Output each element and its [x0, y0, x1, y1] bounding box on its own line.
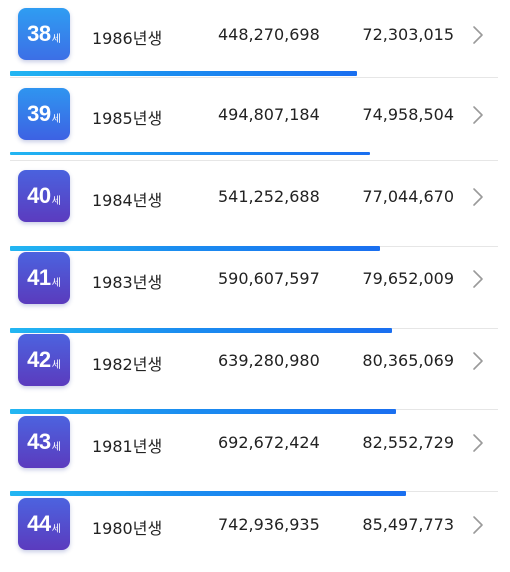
- total-amount: 639,280,980: [218, 351, 320, 370]
- total-amount: 742,936,935: [218, 515, 320, 534]
- age-number: 44: [27, 511, 51, 536]
- age-badge: 40 세: [18, 170, 70, 222]
- chevron-right-icon[interactable]: [470, 269, 486, 289]
- list-item[interactable]: 41 세 1983년생 590,607,597 79,652,009: [0, 244, 510, 326]
- age-number: 38: [27, 21, 51, 46]
- age-number: 42: [27, 347, 51, 372]
- list-item[interactable]: 40 세 1984년생 541,252,688 77,044,670: [0, 162, 510, 244]
- age-unit: 세: [51, 114, 61, 125]
- total-amount: 448,270,698: [218, 25, 320, 44]
- list-item[interactable]: 39 세 1985년생 494,807,184 74,958,504: [0, 80, 510, 162]
- average-amount: 82,552,729: [362, 433, 454, 452]
- chevron-right-icon[interactable]: [470, 433, 486, 453]
- age-unit: 세: [51, 360, 61, 371]
- age-badge: 42 세: [18, 334, 70, 386]
- list-item[interactable]: 38 세 1986년생 448,270,698 72,303,015: [0, 0, 510, 82]
- progress-bar: [10, 328, 392, 333]
- chevron-right-icon[interactable]: [470, 187, 486, 207]
- average-amount: 74,958,504: [362, 105, 454, 124]
- age-unit: 세: [51, 524, 61, 535]
- total-amount: 541,252,688: [218, 187, 320, 206]
- age-unit: 세: [51, 196, 61, 207]
- total-amount: 494,807,184: [218, 105, 320, 124]
- birth-year: 1980년생: [92, 519, 163, 538]
- birth-year: 1985년생: [92, 109, 163, 128]
- list-item[interactable]: 44 세 1980년생 742,936,935 85,497,773: [0, 490, 510, 572]
- progress-bar: [10, 491, 406, 496]
- average-amount: 77,044,670: [362, 187, 454, 206]
- age-unit: 세: [51, 442, 61, 453]
- birth-year: 1983년생: [92, 273, 163, 292]
- birth-year: 1986년생: [92, 29, 163, 48]
- age-badge: 39 세: [18, 88, 70, 140]
- age-number: 40: [27, 183, 51, 208]
- average-amount: 80,365,069: [362, 351, 454, 370]
- birth-year: 1984년생: [92, 191, 163, 210]
- total-amount: 692,672,424: [218, 433, 320, 452]
- progress-bar: [10, 71, 357, 76]
- average-amount: 79,652,009: [362, 269, 454, 288]
- age-badge: 41 세: [18, 252, 70, 304]
- progress-bar: [10, 246, 380, 251]
- birth-year: 1982년생: [92, 355, 163, 374]
- average-amount: 85,497,773: [362, 515, 454, 534]
- age-badge: 43 세: [18, 416, 70, 468]
- total-amount: 590,607,597: [218, 269, 320, 288]
- chevron-right-icon[interactable]: [470, 515, 486, 535]
- average-amount: 72,303,015: [362, 25, 454, 44]
- progress-bar: [10, 409, 396, 414]
- chevron-right-icon[interactable]: [470, 105, 486, 125]
- birth-year: 1981년생: [92, 437, 163, 456]
- list-item[interactable]: 43 세 1981년생 692,672,424 82,552,729: [0, 408, 510, 490]
- age-badge: 44 세: [18, 498, 70, 550]
- age-number: 39: [27, 101, 51, 126]
- chevron-right-icon[interactable]: [470, 351, 486, 371]
- age-unit: 세: [51, 278, 61, 289]
- list-item[interactable]: 42 세 1982년생 639,280,980 80,365,069: [0, 326, 510, 408]
- age-number: 41: [27, 265, 51, 290]
- age-badge: 38 세: [18, 8, 70, 60]
- row-divider: [10, 77, 498, 78]
- row-divider: [10, 160, 498, 161]
- age-unit: 세: [51, 34, 61, 45]
- chevron-right-icon[interactable]: [470, 25, 486, 45]
- age-number: 43: [27, 429, 51, 454]
- progress-bar: [10, 152, 370, 155]
